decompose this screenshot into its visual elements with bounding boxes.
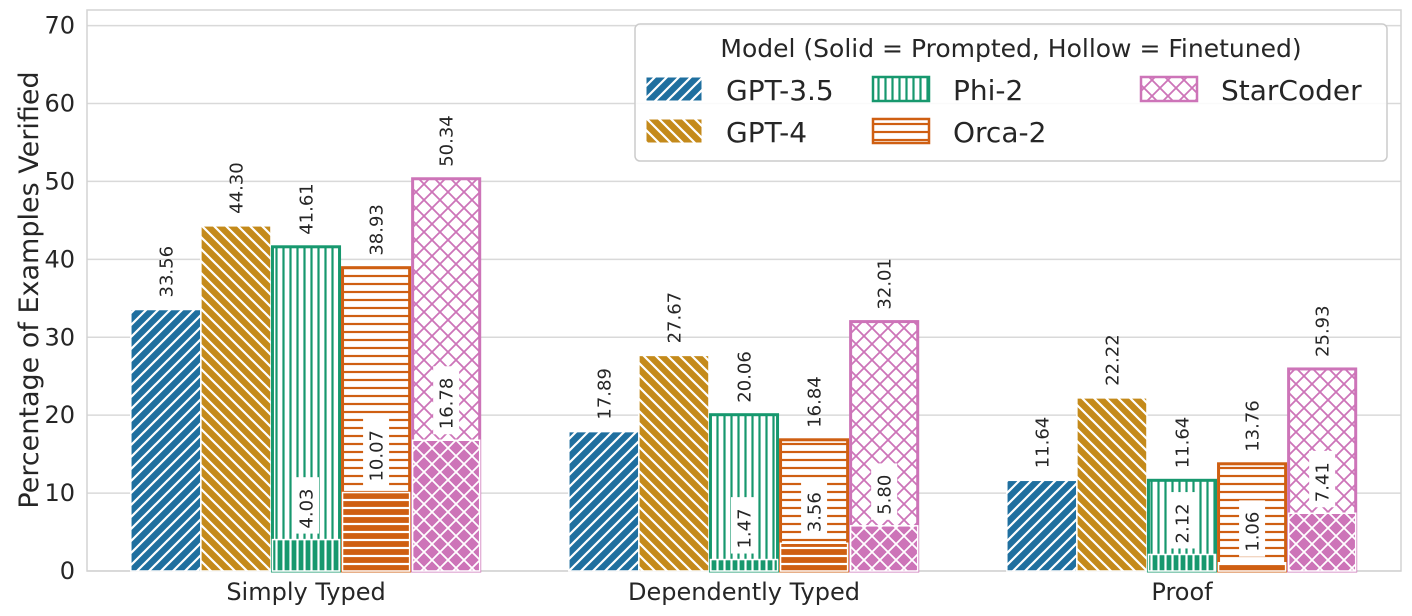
legend-frame [634, 23, 1388, 162]
legend-swatch [645, 76, 703, 102]
bar [130, 308, 202, 572]
svg-text:7.41: 7.41 [1313, 462, 1334, 502]
y-tick-label: 30 [44, 323, 75, 351]
legend-swatch [645, 118, 703, 144]
svg-text:38.93: 38.93 [367, 204, 388, 256]
data-label: 44.30 [226, 162, 247, 214]
data-label: 16.84 [805, 376, 826, 428]
x-tick-label: Proof [1151, 578, 1213, 606]
svg-text:4.03: 4.03 [297, 489, 318, 529]
y-tick-label: 10 [44, 479, 75, 507]
svg-text:1.47: 1.47 [735, 508, 756, 548]
svg-text:32.01: 32.01 [875, 258, 896, 310]
bar [200, 225, 272, 572]
svg-text:27.67: 27.67 [664, 292, 685, 344]
bar-prompted [1287, 512, 1357, 572]
svg-text:11.64: 11.64 [1032, 417, 1053, 469]
legend-label: GPT-3.5 [726, 74, 834, 107]
data-label: 11.64 [1032, 417, 1053, 469]
data-label: 32.01 [875, 258, 896, 310]
data-label: 5.80 [871, 463, 898, 520]
data-label: 33.56 [156, 246, 177, 298]
data-labels: 33.56 44.30 41.61 4.03 38.93 10.07 50.34 16.78 1… [156, 115, 1336, 557]
data-label: 1.47 [731, 497, 757, 554]
x-tick-label: Dependently Typed [628, 578, 860, 606]
x-tick-label: Simply Typed [226, 578, 385, 606]
svg-text:10.07: 10.07 [367, 430, 388, 482]
bar [1006, 479, 1078, 572]
legend-label: GPT-4 [726, 116, 807, 149]
svg-text:44.30: 44.30 [226, 162, 247, 214]
bar-prompted [1217, 561, 1287, 572]
svg-text:3.56: 3.56 [805, 492, 826, 532]
data-label: 50.34 [437, 115, 458, 167]
data-label: 13.76 [1243, 400, 1264, 452]
bar-prompted [411, 439, 481, 572]
legend-swatch [871, 75, 931, 103]
data-label: 27.67 [664, 292, 685, 344]
y-tick-label: 60 [44, 90, 75, 118]
y-tick-labels: 0 10 20 30 40 50 60 70 [44, 12, 75, 585]
y-tick-label: 70 [44, 12, 75, 40]
legend-swatch [1139, 75, 1199, 103]
data-label: 16.78 [433, 366, 460, 435]
data-label: 7.41 [1309, 450, 1336, 508]
data-label: 4.03 [293, 477, 319, 534]
svg-text:16.84: 16.84 [805, 376, 826, 428]
svg-text:5.80: 5.80 [875, 475, 896, 515]
svg-text:16.78: 16.78 [437, 378, 458, 430]
data-label: 41.61 [297, 183, 318, 235]
svg-text:11.64: 11.64 [1173, 417, 1194, 469]
x-tick-labels: Simply Typed Dependently Typed Proof [226, 578, 1213, 606]
data-label: 38.93 [367, 204, 388, 256]
bar-prompted [271, 538, 341, 572]
data-label: 10.07 [363, 418, 390, 487]
data-label: 22.22 [1102, 334, 1123, 386]
data-label: 1.06 [1239, 500, 1266, 557]
data-label: 17.89 [594, 368, 615, 420]
bar [638, 354, 710, 572]
data-label: 2.12 [1169, 492, 1195, 549]
y-tick-label: 40 [44, 245, 75, 273]
svg-text:17.89: 17.89 [594, 368, 615, 420]
legend-label: Orca-2 [953, 116, 1046, 149]
y-tick-label: 20 [44, 401, 75, 429]
bar [1076, 397, 1148, 572]
legend-swatch [871, 117, 931, 145]
data-label: 25.93 [1313, 305, 1334, 357]
legend-label: Phi-2 [953, 74, 1023, 107]
svg-text:2.12: 2.12 [1173, 503, 1194, 543]
bar-prompted [849, 525, 919, 572]
data-label: 11.64 [1173, 417, 1194, 469]
svg-text:50.34: 50.34 [437, 115, 458, 167]
legend-label: StarCoder [1221, 74, 1362, 107]
legend: Model (Solid = Prompted, Hollow = Finetu… [634, 23, 1388, 162]
svg-text:1.06: 1.06 [1243, 512, 1264, 552]
legend-title: Model (Solid = Prompted, Hollow = Finetu… [720, 34, 1301, 63]
bar [568, 430, 640, 572]
svg-text:22.22: 22.22 [1102, 334, 1123, 386]
bar-prompted [341, 491, 411, 572]
data-label: 3.56 [801, 480, 828, 538]
svg-text:33.56: 33.56 [156, 246, 177, 298]
y-tick-label: 0 [60, 557, 75, 585]
svg-text:25.93: 25.93 [1313, 305, 1334, 357]
data-label: 20.06 [735, 351, 756, 403]
svg-text:41.61: 41.61 [297, 183, 318, 235]
bar-prompted [779, 542, 849, 572]
bar-prompted [709, 558, 779, 572]
bar-prompted [1147, 553, 1217, 572]
y-axis-title: Percentage of Examples Verified [14, 71, 45, 508]
y-tick-label: 50 [44, 167, 75, 195]
svg-text:20.06: 20.06 [735, 351, 756, 403]
svg-text:13.76: 13.76 [1243, 400, 1264, 452]
